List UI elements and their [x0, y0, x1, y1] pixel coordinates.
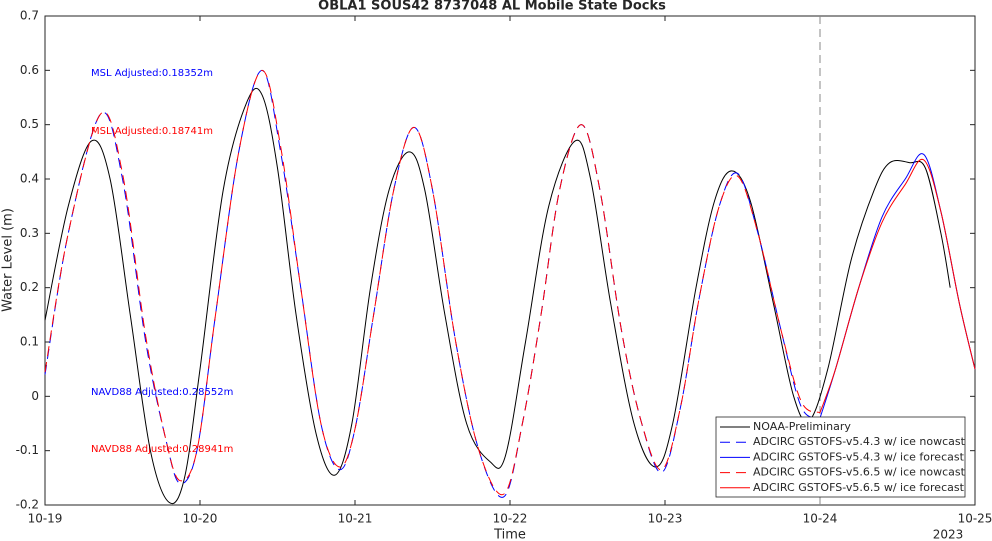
y-tick-label: 0.2 [20, 280, 39, 294]
series-line [819, 158, 976, 413]
legend-label: NOAA-Preliminary [753, 420, 851, 433]
x-tick-label: 10-22 [493, 512, 528, 526]
y-axis-label: Water Level (m) [1, 208, 16, 312]
y-tick-label: 0.1 [20, 335, 39, 349]
x-tick-label: 10-21 [338, 512, 373, 526]
legend-label: ADCIRC GSTOFS-v5.4.3 w/ ice nowcast [753, 435, 966, 448]
chart-title: OBLA1 SOUS42 8737048 AL Mobile State Doc… [318, 0, 666, 14]
annotation: MSL Adjusted:0.18741m [91, 126, 213, 137]
x-tick-label: 10-20 [183, 512, 218, 526]
x-axis-label: Time [493, 528, 526, 541]
legend-label: ADCIRC GSTOFS-v5.6.5 w/ ice forecast [753, 481, 965, 494]
annotation: NAVD88 Adjusted:0.28941m [91, 444, 233, 455]
legend-label: ADCIRC GSTOFS-v5.6.5 w/ ice nowcast [753, 466, 966, 479]
legend-label: ADCIRC GSTOFS-v5.4.3 w/ ice forecast [753, 450, 965, 463]
annotation: NAVD88 Adjusted:0.28552m [91, 387, 233, 398]
y-tick-label: 0.3 [20, 226, 39, 240]
x-tick-label: 10-25 [958, 512, 992, 526]
legend-box [715, 416, 966, 498]
y-tick-label: 0.7 [20, 9, 39, 23]
y-tick-label: -0.1 [16, 443, 39, 457]
y-tick-label: 0 [31, 389, 39, 403]
y-tick-label: 0.5 [20, 117, 39, 131]
y-tick-label: 0.6 [20, 63, 39, 77]
y-tick-label: -0.2 [16, 498, 39, 512]
x-axis-annotation: 2023 [933, 528, 964, 541]
annotation: MSL Adjusted:0.18352m [91, 68, 213, 79]
x-tick-label: 10-23 [648, 512, 683, 526]
y-tick-label: 0.4 [20, 172, 39, 186]
series-line [44, 87, 951, 504]
x-tick-label: 10-24 [803, 512, 838, 526]
x-tick-label: 10-19 [28, 512, 63, 526]
series-line [44, 69, 821, 496]
